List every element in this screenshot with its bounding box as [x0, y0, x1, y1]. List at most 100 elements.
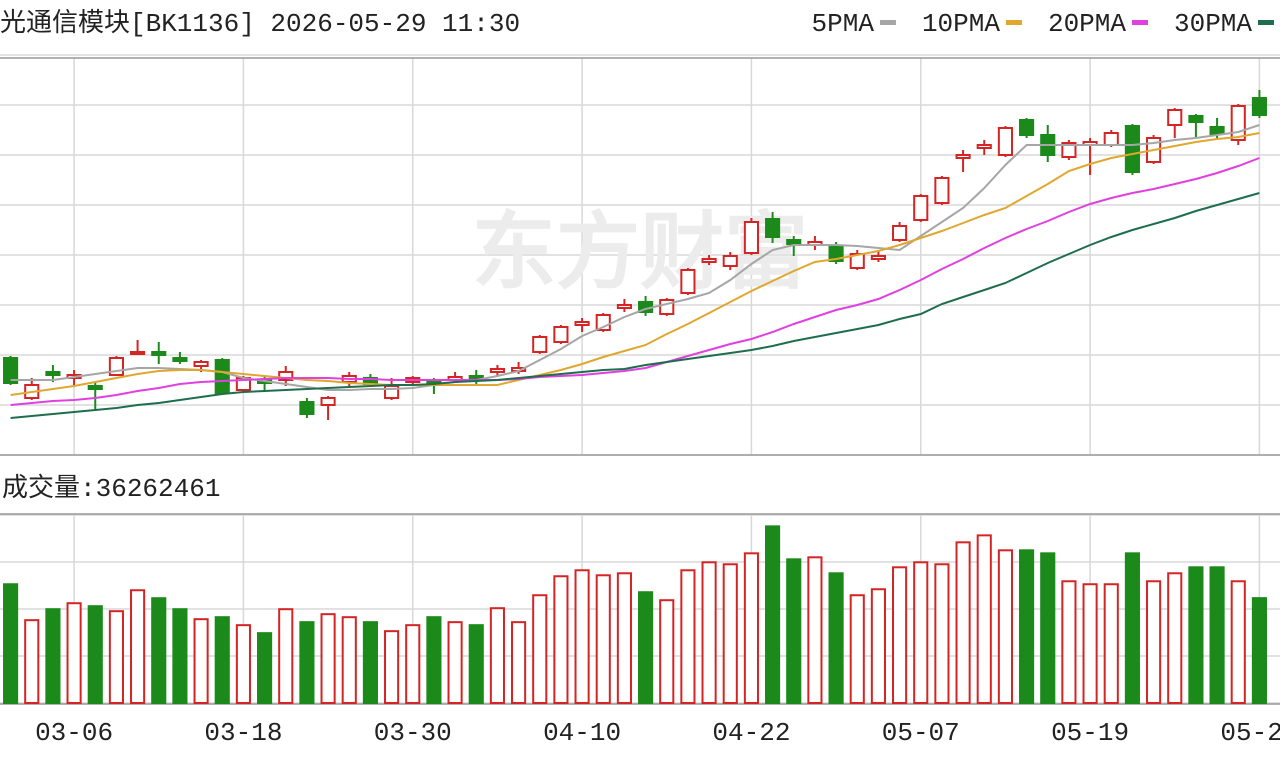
candle-body — [320, 397, 336, 406]
volume-bar — [1019, 549, 1035, 704]
candle-body — [616, 304, 632, 309]
legend-label: 20PMA — [1048, 9, 1126, 39]
candle-body — [3, 357, 19, 384]
candle-body — [1251, 97, 1267, 116]
chart-title: 光通信模块[BK1136] 2026-05-29 11:30 — [0, 8, 520, 39]
legend-swatch — [1005, 20, 1022, 25]
volume-bar — [405, 624, 421, 705]
candle-body — [172, 357, 188, 362]
volume-bar — [1124, 552, 1140, 704]
candle-body — [1124, 125, 1140, 173]
volume-bar — [765, 525, 781, 704]
volume-bar — [320, 613, 336, 705]
ma-line — [10, 132, 1260, 396]
volume-bar — [913, 561, 929, 705]
volume-bar — [511, 621, 527, 704]
volume-bar — [828, 572, 844, 705]
volume-bar — [278, 608, 294, 704]
volume-bar — [1146, 580, 1162, 704]
candle-body — [680, 269, 696, 294]
candle-body — [532, 336, 548, 353]
volume-bar — [680, 569, 696, 704]
x-tick-label: 04-22 — [712, 718, 790, 748]
legend-swatch — [879, 20, 896, 25]
legend-label: 30PMA — [1174, 9, 1252, 39]
candle-body — [553, 326, 569, 343]
candle-body — [1209, 126, 1225, 135]
candle-body — [1230, 105, 1246, 141]
candle-body — [997, 127, 1013, 156]
volume-bar — [1251, 597, 1267, 704]
volume-bar — [447, 621, 463, 704]
volume-bar — [384, 630, 400, 705]
volume-bar — [108, 610, 124, 705]
volume-bar — [934, 563, 950, 704]
volume-bar — [468, 624, 484, 705]
volume-bar — [1040, 552, 1056, 704]
volume-bar — [1188, 566, 1204, 704]
volume-bar — [595, 574, 611, 704]
candle-body — [278, 371, 294, 381]
volume-bar — [659, 599, 675, 705]
ma-line — [10, 157, 1260, 406]
volume-bar — [299, 621, 315, 704]
volume-bar — [193, 618, 209, 704]
candle-body — [130, 351, 146, 355]
volume-bar — [24, 619, 40, 704]
volume-bar — [235, 624, 251, 705]
volume-bar — [1082, 583, 1098, 704]
volume-bar — [849, 594, 865, 704]
volume-bar — [976, 534, 992, 704]
volume-bar — [130, 589, 146, 705]
volume-label: 成交量:36262461 — [2, 473, 220, 504]
candle-body — [892, 225, 908, 241]
volume-label-text: 成交量: — [2, 473, 96, 504]
legend-label: 10PMA — [922, 9, 1000, 39]
volume-bar — [87, 605, 103, 704]
volume-bar — [1230, 580, 1246, 704]
volume-bar — [1103, 583, 1119, 704]
candle-body — [1019, 119, 1035, 136]
candle-body — [722, 255, 738, 267]
volume-bar — [172, 608, 188, 704]
x-tick-label: 05-29 — [1220, 718, 1280, 748]
legend-swatch — [1258, 20, 1274, 25]
candle-body — [1167, 109, 1183, 126]
ma-line — [10, 192, 1260, 419]
candle-body — [1103, 132, 1119, 146]
candle-body — [870, 255, 886, 260]
candle-body — [193, 361, 209, 367]
volume-bar — [1167, 572, 1183, 705]
candle-body — [1061, 142, 1077, 158]
volume-bar — [870, 588, 886, 705]
volume-bar — [701, 561, 717, 705]
volume-value: 36262461 — [96, 474, 221, 504]
candle-body — [45, 371, 61, 376]
candle-body — [765, 218, 781, 238]
volume-bar — [892, 566, 908, 704]
x-tick-label: 03-30 — [374, 718, 452, 748]
candle-body — [701, 258, 717, 263]
volume-bar — [786, 558, 802, 705]
legend-label: 5PMA — [812, 9, 875, 39]
candle-body — [743, 221, 759, 254]
grid — [0, 54, 1280, 704]
candle-body — [955, 154, 971, 159]
volume-bar — [722, 563, 738, 704]
candle-body — [574, 321, 590, 326]
volume-bar — [489, 607, 505, 704]
volume-bar — [426, 616, 442, 705]
volume-bar — [66, 602, 82, 705]
volume-bar — [341, 616, 357, 705]
legend: 30PMA 20PMA 10PMA 5PMA — [812, 9, 1274, 39]
candle-body — [913, 195, 929, 221]
volume-bar — [574, 569, 590, 704]
volume-bar — [1061, 580, 1077, 704]
volume-bar — [214, 616, 230, 705]
legend-swatch — [1131, 20, 1148, 25]
volume-bar — [553, 575, 569, 705]
volume-bar — [257, 632, 273, 704]
volume-bar — [743, 552, 759, 704]
volume-bar — [997, 549, 1013, 704]
volume-bar — [45, 608, 61, 704]
